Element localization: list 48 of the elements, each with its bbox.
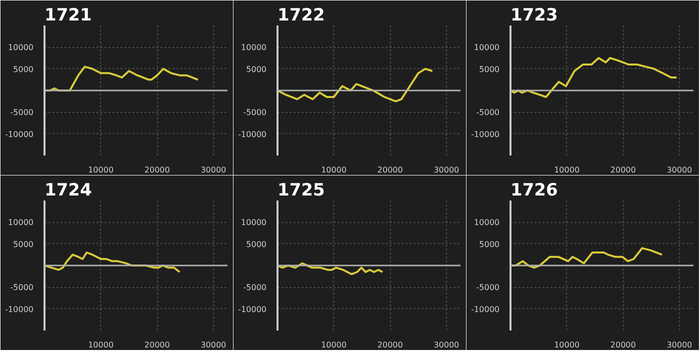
y-tick-label: 10000 [474, 43, 500, 52]
y-tick-label: 10000 [241, 218, 267, 228]
y-tick-label: -5000 [476, 283, 500, 292]
y-tick-label: 10000 [8, 43, 34, 52]
y-tick-label: 5000 [13, 64, 34, 74]
x-tick-label: 10000 [554, 166, 580, 174]
y-tick-label: 5000 [13, 240, 34, 249]
y-tick-label: -10000 [5, 130, 34, 139]
y-tick-label: 10000 [241, 43, 267, 52]
y-tick-label: -5000 [10, 108, 34, 118]
x-tick-label: 20000 [144, 166, 170, 174]
x-tick-label: 20000 [377, 166, 403, 174]
chart-title: 1725 [278, 180, 325, 200]
y-tick-label: 5000 [479, 240, 500, 249]
y-tick-label: 5000 [246, 240, 266, 249]
chart-title: 1726 [510, 180, 558, 200]
y-tick-label: 5000 [479, 64, 500, 74]
x-tick-label: 20000 [610, 166, 636, 174]
x-tick-label: 20000 [144, 340, 170, 350]
y-tick-label: 10000 [8, 218, 34, 228]
x-tick-label: 10000 [88, 166, 114, 174]
y-tick-label: -5000 [243, 108, 267, 118]
x-tick-label: 20000 [610, 340, 636, 350]
y-tick-label: 5000 [246, 64, 266, 74]
y-tick-label: -10000 [471, 304, 500, 314]
x-tick-label: 10000 [88, 340, 114, 350]
x-tick-label: 30000 [200, 166, 226, 174]
x-tick-label: 30000 [434, 166, 460, 174]
y-tick-label: -10000 [471, 130, 500, 139]
y-tick-label: 10000 [474, 218, 500, 228]
y-tick-label: -5000 [243, 283, 267, 292]
y-tick-label: -5000 [10, 283, 34, 292]
chart-title: 1722 [278, 6, 325, 26]
y-tick-label: -5000 [476, 108, 500, 118]
x-tick-label: 30000 [434, 340, 460, 350]
x-tick-label: 20000 [377, 340, 403, 350]
y-tick-label: -10000 [5, 304, 34, 314]
y-tick-label: -10000 [238, 130, 267, 139]
chart-title: 1721 [44, 6, 92, 26]
y-tick-label: -10000 [238, 304, 267, 314]
x-tick-label: 30000 [666, 166, 692, 174]
x-tick-label: 10000 [554, 340, 580, 350]
x-tick-label: 30000 [666, 340, 692, 350]
x-tick-label: 10000 [321, 166, 347, 174]
chart-title: 1723 [510, 6, 558, 26]
x-tick-label: 30000 [200, 340, 226, 350]
chart-title: 1724 [44, 180, 92, 200]
x-tick-label: 10000 [321, 340, 347, 350]
